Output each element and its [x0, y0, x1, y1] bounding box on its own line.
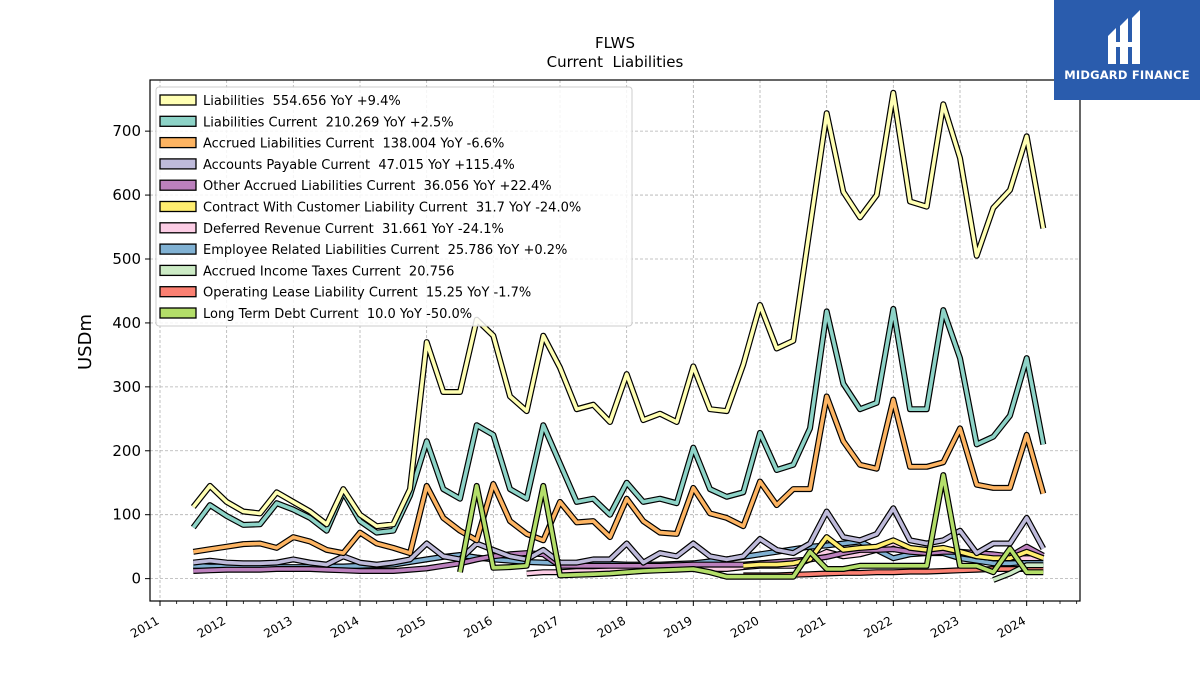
legend-label: Deferred Revenue Current 31.661 YoY -24.… [203, 222, 504, 237]
x-tick-label: 2016 [461, 613, 494, 640]
brand-logo: MIDGARD FINANCE [1054, 0, 1200, 100]
legend-swatch [159, 136, 197, 149]
legend-item: Accounts Payable Current 47.015 YoY +115… [159, 158, 515, 173]
y-tick-label: 0 [131, 570, 141, 588]
y-tick-label: 500 [112, 250, 141, 268]
legend-label: Other Accrued Liabilities Current 36.056… [203, 179, 552, 194]
series-line-liabilities [191, 91, 1046, 529]
legend-item: Liabilities 554.656 YoY +9.4% [159, 94, 401, 109]
series-line-other-accrued-liabilities-current [193, 544, 1045, 573]
x-tick-label: 2014 [328, 613, 361, 640]
legend-swatch [159, 200, 197, 213]
legend-swatch [159, 243, 197, 255]
x-tick-label: 2024 [995, 613, 1028, 640]
legend-item: Accrued Income Taxes Current 20.756 [159, 264, 454, 279]
legend-item: Contract With Customer Liability Current… [159, 200, 581, 216]
x-tick-label: 2013 [261, 613, 294, 640]
legend-swatch [159, 286, 197, 298]
legend-label: Operating Lease Liability Current 15.25 … [203, 286, 531, 301]
legend-label: Long Term Debt Current 10.0 YoY -50.0% [203, 307, 472, 322]
x-tick-label: 2011 [128, 613, 161, 640]
legend-label: Accounts Payable Current 47.015 YoY +115… [203, 158, 515, 173]
plot-frame [149, 79, 1081, 602]
y-tick-label: 700 [112, 122, 141, 140]
chart-title: FLWS [595, 34, 635, 52]
y-tick-label: 100 [112, 506, 141, 524]
legend-swatch [159, 115, 197, 127]
legend-item: Employee Related Liabilities Current 25.… [159, 243, 567, 258]
legend-swatch [159, 222, 197, 234]
series-line-contract-with-customer-liability-current [743, 535, 1044, 568]
x-tick-label: 2020 [728, 613, 761, 640]
legend-label: Employee Related Liabilities Current 25.… [203, 243, 567, 258]
x-tick-label: 2017 [528, 613, 561, 640]
x-tick-label: 2019 [661, 613, 694, 640]
legend-label: Liabilities 554.656 YoY +9.4% [203, 94, 401, 109]
series-line-liabilities-current [191, 307, 1046, 535]
legend-swatch [159, 307, 197, 319]
y-tick-label: 200 [112, 442, 141, 460]
legend-item: Other Accrued Liabilities Current 36.056… [159, 179, 552, 194]
x-tick-label: 2012 [195, 613, 228, 640]
x-tick-label: 2021 [795, 613, 828, 640]
legend-box [155, 86, 633, 327]
series-line-accrued-income-taxes-current [992, 563, 1044, 582]
brand-name: MIDGARD FINANCE [1064, 68, 1190, 82]
chart-subtitle: Current Liabilities [547, 53, 684, 71]
y-tick-label: 300 [112, 378, 141, 396]
legend-label: Contract With Customer Liability Current… [203, 201, 581, 216]
legend-swatch [159, 94, 197, 106]
y-tick-label: 400 [112, 314, 141, 332]
series-line-accounts-payable-current [193, 506, 1045, 567]
legend: Liabilities 554.656 YoY +9.4% Liabilities… [155, 86, 633, 327]
legend-item: Operating Lease Liability Current 15.25 … [159, 286, 531, 301]
legend-swatch [159, 158, 197, 170]
legend-item: Long Term Debt Current 10.0 YoY -50.0% [159, 307, 472, 322]
legend-label: Accrued Liabilities Current 138.004 YoY … [203, 137, 504, 152]
legend-item: Liabilities Current 210.269 YoY +2.5% [159, 115, 454, 130]
legend-swatch [159, 264, 197, 277]
y-axis-label: USDm [75, 314, 96, 370]
legend-item: Deferred Revenue Current 31.661 YoY -24.… [159, 222, 504, 237]
legend-label: Accrued Income Taxes Current 20.756 [203, 264, 454, 279]
x-tick-label: 2022 [861, 613, 894, 640]
x-tick-label: 2015 [395, 613, 428, 640]
x-tick-label: 2023 [928, 613, 961, 640]
x-tick-label: 2018 [595, 613, 628, 640]
legend-swatch [159, 179, 197, 191]
y-tick-label: 600 [112, 186, 141, 204]
series-line-long-term-debt-current [458, 473, 1044, 579]
series-lines [190, 89, 1047, 583]
legend-label: Liabilities Current 210.269 YoY +2.5% [203, 115, 454, 130]
series-line-accrued-liabilities-current [193, 394, 1046, 555]
midgard-logo-icon [1108, 10, 1140, 64]
legend-item: Accrued Liabilities Current 138.004 YoY … [159, 136, 504, 152]
